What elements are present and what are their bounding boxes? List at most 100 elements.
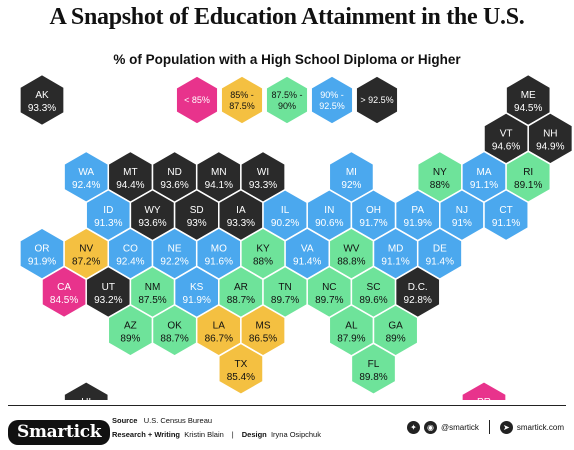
state-value: 89.7% <box>315 295 343 306</box>
state-code: RI <box>523 167 533 178</box>
state-value: 91.1% <box>492 218 520 229</box>
research-label: Research + Writing <box>112 430 181 439</box>
design-label: Design <box>241 430 267 439</box>
state-value: 88.7% <box>227 295 255 306</box>
state-value: 91.1% <box>470 180 498 191</box>
state-value: 87.9% <box>337 333 365 344</box>
state-code: HI <box>81 397 91 400</box>
state-code: MD <box>388 244 404 255</box>
research-value: Kristin Blain <box>184 430 224 439</box>
legend-label: 90% <box>278 101 296 111</box>
legend-label: 92.5% <box>319 101 345 111</box>
state-value: 86.5% <box>249 333 277 344</box>
state-value: 91.4% <box>426 257 454 268</box>
state-value: 93.3% <box>227 218 255 229</box>
state-value: 91.1% <box>381 257 409 268</box>
state-code: ND <box>167 167 181 178</box>
state-code: NH <box>543 128 557 139</box>
source-label: Source <box>112 416 138 425</box>
state-code: IA <box>236 205 246 216</box>
state-code: AR <box>234 282 248 293</box>
state-code: OR <box>35 244 50 255</box>
state-hex-shape <box>19 73 65 127</box>
state-code: KY <box>256 244 270 255</box>
state-code: AK <box>35 90 49 101</box>
state-code: WV <box>343 244 359 255</box>
state-value: 85.4% <box>227 372 255 383</box>
state-value: 91.3% <box>94 218 122 229</box>
state-hex-shape <box>350 342 397 396</box>
state-value: 89% <box>386 333 406 344</box>
state-value: 89% <box>120 333 140 344</box>
legend-item: > 92.5% <box>355 75 399 125</box>
state-code: MN <box>211 167 227 178</box>
state-value: 88.7% <box>160 333 188 344</box>
state-value: 91.7% <box>359 218 387 229</box>
legend-hex <box>310 75 354 125</box>
state-hex-ri: RI 89.1% <box>505 150 552 204</box>
state-code: CO <box>123 244 138 255</box>
social-links: ✦ ◉ @smartick ➤ smartick.com <box>406 420 564 434</box>
state-value: 88% <box>253 257 273 268</box>
state-code: MA <box>477 167 492 178</box>
state-hex-dc: D.C. 92.8% <box>394 265 441 319</box>
twitter-icon[interactable]: ✦ <box>406 420 420 434</box>
state-code: NY <box>433 167 447 178</box>
state-value: 91.6% <box>205 257 233 268</box>
state-code: DE <box>433 244 447 255</box>
legend-hex <box>220 75 264 125</box>
legend-hex <box>175 75 219 125</box>
state-code: MO <box>211 244 227 255</box>
state-code: MT <box>123 167 137 178</box>
state-value: 93.6% <box>138 218 166 229</box>
state-code: WI <box>257 167 269 178</box>
state-code: FL <box>368 359 380 370</box>
state-value: 93.2% <box>94 295 122 306</box>
state-hex-mi: MI 92% <box>328 150 375 204</box>
legend-item: 90% -92.5% <box>310 75 354 125</box>
state-hex-shape <box>218 342 264 396</box>
state-code: ID <box>103 205 113 216</box>
state-value: 87.2% <box>72 257 100 268</box>
state-value: 89.8% <box>359 372 387 383</box>
website-link[interactable]: smartick.com <box>516 422 564 432</box>
state-code: SD <box>190 205 204 216</box>
state-code: NJ <box>456 205 468 216</box>
state-value: 93% <box>187 218 207 229</box>
state-code: D.C. <box>408 282 428 293</box>
legend-item: < 85% <box>175 75 219 125</box>
chart-title: A Snapshot of Education Attainment in th… <box>49 4 525 30</box>
state-value: 92.8% <box>404 295 432 306</box>
state-code: CA <box>57 282 71 293</box>
legend-label: 87.5% - <box>271 90 302 100</box>
state-code: GA <box>388 320 403 331</box>
state-value: 94.5% <box>514 103 542 114</box>
state-hex-fl: FL 89.8% <box>350 342 397 396</box>
state-code: NE <box>168 244 182 255</box>
state-code: PR <box>477 397 491 400</box>
legend-label: > 92.5% <box>360 95 393 105</box>
state-code: NC <box>322 282 336 293</box>
state-hex-shape <box>461 380 507 400</box>
state-value: 90.6% <box>315 218 343 229</box>
state-code: KS <box>190 282 204 293</box>
credits: Source U.S. Census Bureau Research + Wri… <box>112 414 321 442</box>
state-code: MS <box>256 320 271 331</box>
state-value: 92.4% <box>72 180 100 191</box>
state-code: SC <box>367 282 381 293</box>
state-code: VT <box>500 128 513 139</box>
state-value: 94.6% <box>492 141 520 152</box>
legend-item: 87.5% -90% <box>265 75 309 125</box>
state-value: 93.3% <box>249 180 277 191</box>
state-value: 94.1% <box>205 180 233 191</box>
hex-map: < 85% 85% -87.5%87.5% -90%90% -92.5%> 92.… <box>19 73 574 400</box>
chart-subtitle: % of Population with a High School Diplo… <box>113 52 461 67</box>
state-code: WA <box>78 167 94 178</box>
state-value: 93.6% <box>160 180 188 191</box>
social-handle[interactable]: @smartick <box>440 422 479 432</box>
cursor-icon: ➤ <box>499 420 513 434</box>
state-value: 91% <box>452 218 472 229</box>
state-value: 93.3% <box>28 103 56 114</box>
legend-hex <box>265 75 309 125</box>
instagram-icon[interactable]: ◉ <box>423 420 437 434</box>
